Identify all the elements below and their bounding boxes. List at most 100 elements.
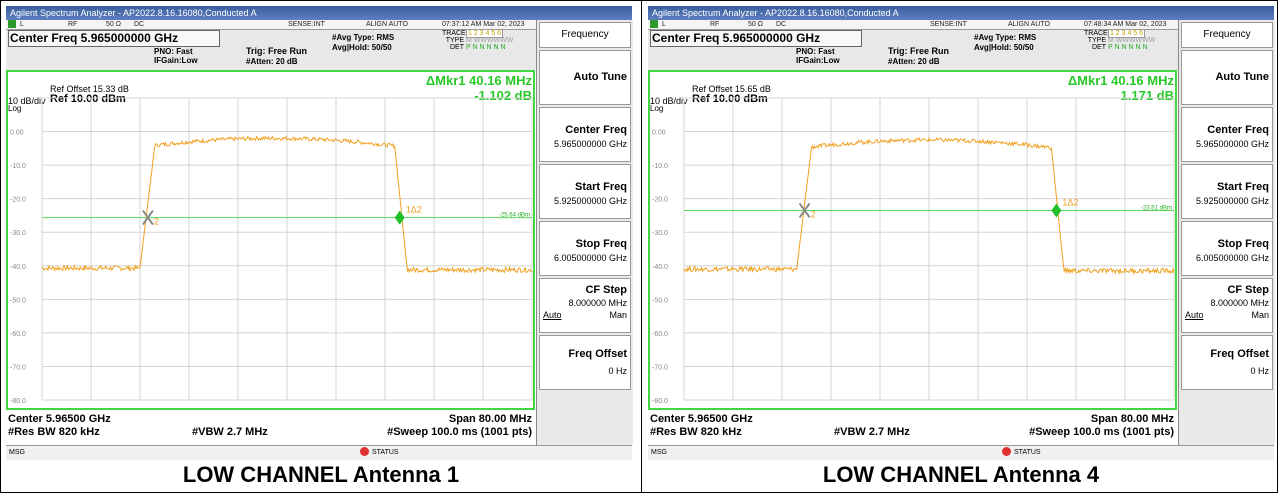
- display-line-label: -23.51 dBm: [1141, 205, 1172, 211]
- graph-frame: [648, 70, 1177, 410]
- freq-offset-key-value: 0 Hz: [608, 366, 627, 376]
- cf-step-man-option[interactable]: Man: [1251, 310, 1269, 320]
- stop-freq-button[interactable]: Stop Freq 6.005000000 GHz: [539, 221, 631, 276]
- status-lf: L: [20, 21, 24, 28]
- atten-setting: #Atten: 20 dB: [888, 57, 940, 66]
- freq-offset-key-label: Freq Offset: [568, 348, 627, 360]
- marker2-icon[interactable]: [798, 202, 811, 219]
- status-label: STATUS: [372, 449, 399, 456]
- scale-div: 10 dB/div: [650, 96, 688, 106]
- footer-center: Center 5.96500 GHz: [650, 413, 753, 425]
- y-tick-label: -30.0: [10, 230, 26, 237]
- marker1-icon[interactable]: [394, 210, 405, 225]
- ref-offset: Ref Offset 15.33 dB: [50, 84, 129, 94]
- center-freq-button[interactable]: Center Freq 5.965000000 GHz: [539, 107, 631, 162]
- analyzer-screen-antenna4: Agilent Spectrum Analyzer - AP2022.8.16.…: [648, 6, 1275, 460]
- cf-step-man-option[interactable]: Man: [609, 310, 627, 320]
- center-freq-button[interactable]: Center Freq 5.965000000 GHz: [1181, 107, 1273, 162]
- cf-step-auto-option[interactable]: Auto: [1185, 310, 1204, 320]
- center-freq-box[interactable]: [650, 30, 862, 47]
- y-tick-label: -50.0: [10, 297, 26, 304]
- y-tick-label: -80.0: [10, 398, 26, 405]
- avg-hold-setting: Avg|Hold: 50/50: [974, 43, 1034, 52]
- freq-offset-button[interactable]: Freq Offset 0 Hz: [1181, 335, 1273, 390]
- center-freq-readout: Center Freq 5.965000000 GHz: [652, 31, 821, 45]
- stop-freq-key-label: Stop Freq: [575, 238, 627, 250]
- center-freq-key-label: Center Freq: [1207, 124, 1269, 136]
- status-time: 07:37:12 AM Mar 02, 2023: [442, 21, 525, 28]
- footer-span: Span 80.00 MHz: [448, 413, 532, 425]
- menu-title: Frequency: [539, 22, 631, 48]
- spectrum-graph-area: Ref Offset 15.65 dB 10 dB/div Ref 10.00 …: [648, 70, 1178, 456]
- y-tick-label: -40.0: [652, 264, 668, 271]
- start-freq-key-label: Start Freq: [1217, 181, 1269, 193]
- status-rf: RF: [710, 21, 720, 28]
- ifgain-setting: IFGain:Low: [154, 56, 198, 65]
- y-tick-label: -30.0: [652, 230, 668, 237]
- status-row: L RF 50 Ω DC SENSE:INT ALIGN AUTO 07:37:…: [6, 20, 536, 30]
- menu-title: Frequency: [1181, 22, 1273, 48]
- start-freq-button[interactable]: Start Freq 5.925000000 GHz: [539, 164, 631, 219]
- footer-span: Span 80.00 MHz: [1090, 413, 1174, 425]
- trace-label: TRACE: [1084, 30, 1108, 37]
- marker-value-readout: -1.102 dB: [474, 88, 532, 103]
- spectrum-trace: [41, 135, 533, 274]
- trace-info: TRACE 1 2 3 4 5 6 TYPE M WWWWWW DET P N …: [442, 29, 514, 51]
- auto-tune-button[interactable]: Auto Tune: [1181, 50, 1273, 105]
- auto-tune-button[interactable]: Auto Tune: [539, 50, 631, 105]
- message-bar: MSG STATUS: [6, 445, 632, 460]
- measurement-settings-bar: L RF 50 Ω DC SENSE:INT ALIGN AUTO 07:37:…: [6, 20, 536, 70]
- spectrum-plot[interactable]: 0.00 -10.0 -20.0 -30.0 -40.0 -50.0 -60.0 -70.0 -…: [648, 70, 1177, 410]
- y-tick-label: -60.0: [10, 331, 26, 338]
- marker1-label: 1Δ2: [1062, 197, 1078, 207]
- freq-offset-button[interactable]: Freq Offset 0 Hz: [539, 335, 631, 390]
- pno-setting: PNO: Fast: [154, 47, 193, 56]
- spectrum-plot[interactable]: 0.00 -10.0 -20.0 -30.0 -40.0 -50.0 -60.0 -70.0 -…: [6, 70, 535, 410]
- marker2-icon[interactable]: [142, 210, 154, 226]
- graph-frame: [6, 70, 535, 410]
- y-tick-label: -20.0: [10, 197, 26, 204]
- det-label: DET: [450, 44, 464, 51]
- start-freq-button[interactable]: Start Freq 5.925000000 GHz: [1181, 164, 1273, 219]
- det-label: DET: [1092, 44, 1106, 51]
- footer-vbw: #VBW 2.7 MHz: [192, 426, 268, 438]
- avg-hold-setting: Avg|Hold: 50/50: [332, 43, 392, 52]
- center-freq-box[interactable]: [8, 30, 220, 47]
- ifgain-setting: IFGain:Low: [796, 56, 840, 65]
- y-tick-label: -40.0: [10, 264, 26, 271]
- measurement-settings-bar: L RF 50 Ω DC SENSE:INT ALIGN AUTO 07:48:…: [648, 20, 1178, 70]
- marker-delta-readout: ΔMkr1 40.16 MHz: [425, 73, 532, 88]
- type-label: TYPE: [445, 37, 464, 44]
- center-freq-key-label: Center Freq: [565, 124, 627, 136]
- stop-freq-key-value: 6.005000000 GHz: [1195, 253, 1269, 263]
- stop-freq-button[interactable]: Stop Freq 6.005000000 GHz: [1181, 221, 1273, 276]
- status-label: STATUS: [1014, 449, 1041, 456]
- cf-step-button[interactable]: CF Step 8.000000 MHz Auto Man: [539, 278, 631, 333]
- center-freq-key-value: 5.965000000 GHz: [1195, 139, 1269, 149]
- marker-value-readout: 1.171 dB: [1120, 88, 1174, 103]
- footer-center: Center 5.96500 GHz: [8, 413, 111, 425]
- avg-type-setting: #Avg Type: RMS: [974, 33, 1037, 42]
- y-tick-label: -50.0: [652, 297, 668, 304]
- footer-sweep: #Sweep 100.0 ms (1001 pts): [387, 426, 532, 438]
- start-freq-key-value: 5.925000000 GHz: [553, 196, 627, 206]
- cf-step-button[interactable]: CF Step 8.000000 MHz Auto Man: [1181, 278, 1273, 333]
- marker1-icon[interactable]: [1051, 203, 1062, 218]
- status-row: L RF 50 Ω DC SENSE:INT ALIGN AUTO 07:48:…: [648, 20, 1178, 30]
- footer-sweep: #Sweep 100.0 ms (1001 pts): [1029, 426, 1174, 438]
- marker-delta-readout: ΔMkr1 40.16 MHz: [1067, 73, 1174, 88]
- type-value: M WWWWWW: [465, 37, 514, 44]
- trace-label: TRACE: [442, 30, 466, 37]
- status-indicator-icon: [650, 20, 658, 28]
- status-rf: RF: [68, 21, 78, 28]
- cf-step-key-value: 8.000000 MHz: [1210, 298, 1269, 308]
- y-tick-label: 0.00: [10, 130, 24, 137]
- freq-offset-key-value: 0 Hz: [1250, 366, 1269, 376]
- atten-setting: #Atten: 20 dB: [246, 57, 298, 66]
- status-alert-icon: [360, 447, 369, 456]
- avg-type-setting: #Avg Type: RMS: [332, 33, 395, 42]
- ref-offset: Ref Offset 15.65 dB: [692, 84, 771, 94]
- cf-step-auto-option[interactable]: Auto: [543, 310, 562, 320]
- y-tick-label: -60.0: [652, 331, 668, 338]
- marker2-label: 2: [154, 217, 159, 227]
